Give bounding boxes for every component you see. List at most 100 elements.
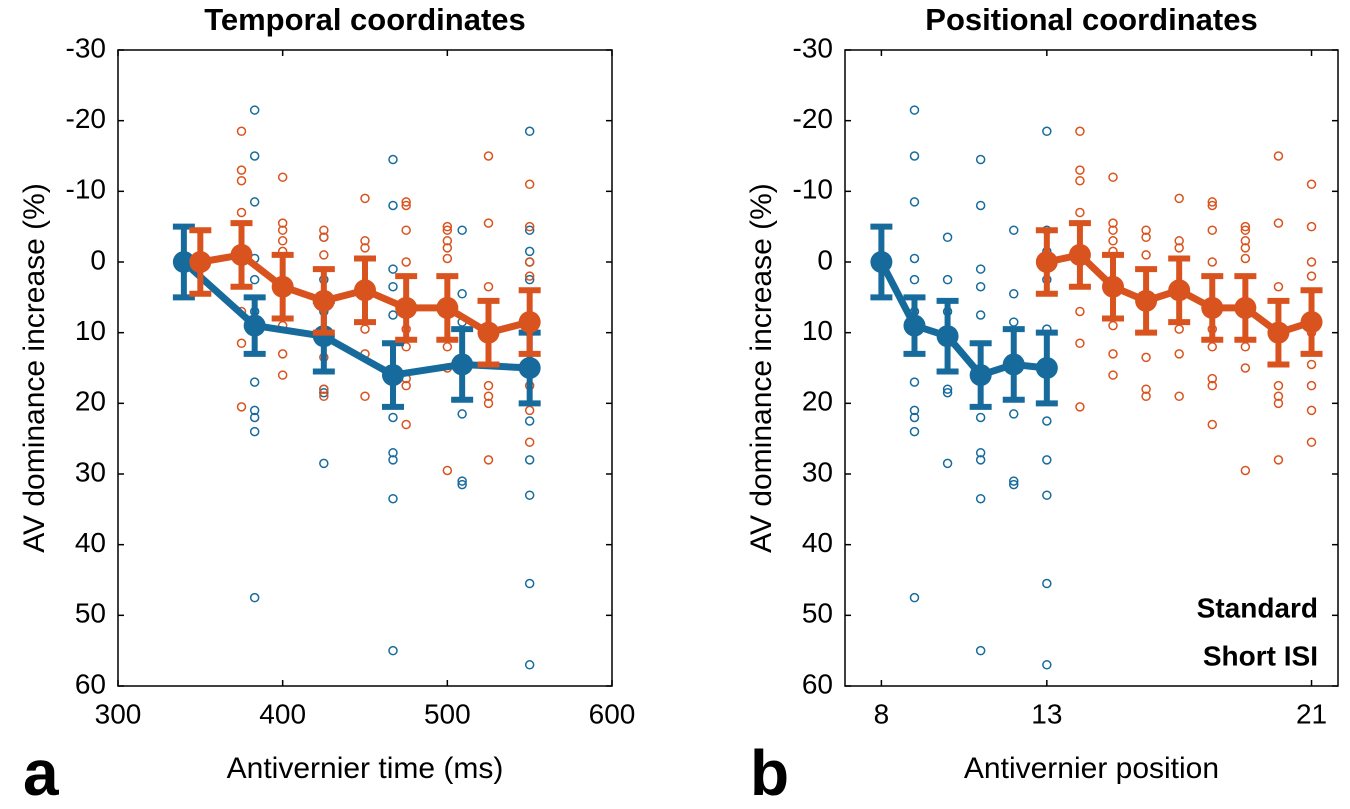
data-dot [1108,349,1118,359]
y-tick-label: 60 [75,668,106,699]
data-dot [1075,306,1085,317]
data-dot [1008,317,1019,327]
data-dot [277,236,288,246]
data-dot [524,257,535,267]
data-dot [1108,320,1118,331]
data-dot [975,448,986,458]
data-dot [1207,225,1218,235]
x-tick-label: 21 [1296,698,1327,729]
data-dot [388,493,398,504]
data-dot [401,257,411,267]
data-dot [457,289,467,299]
data-dot [249,151,260,161]
data-dot [442,342,453,352]
data-dot [1306,380,1317,391]
data-dot [360,324,370,334]
data-dot [1207,200,1218,211]
data-dot [249,592,260,603]
mean-marker [1002,353,1025,376]
x-tick-label: 300 [95,698,142,729]
y-tick-label: 30 [75,456,106,487]
mean-marker [1102,275,1125,298]
mean-marker [969,364,992,387]
data-dot [319,232,329,243]
data-dot [975,200,986,211]
mean-marker [312,289,335,312]
data-dot [1306,221,1317,232]
data-dot [1273,281,1284,292]
data-dot [1108,236,1118,246]
data-dot [249,426,260,437]
data-dot [388,200,398,211]
data-dot [524,126,535,137]
data-dot [319,391,329,402]
data-dot [1306,359,1317,370]
data-dot [319,387,329,398]
data-dot [909,377,920,387]
data-dot [1273,455,1284,465]
data-dot [909,253,920,264]
data-dot [249,197,260,207]
data-dot [1174,236,1184,246]
x-tick-label: 8 [874,698,890,729]
data-dot [236,338,247,349]
data-dot [1141,225,1151,235]
data-dot [1207,373,1218,384]
data-dot [1042,660,1052,670]
data-dot [1075,175,1085,186]
data-dot [1306,437,1317,447]
mean-marker [436,296,459,319]
data-dot [483,391,494,402]
data-dot [442,243,453,253]
y-axis-label: AV dominance increase (%) [745,183,778,553]
data-dot [524,246,535,257]
data-dot [524,578,535,589]
data-dot [1075,126,1085,137]
mean-marker [243,314,266,337]
data-dot [249,377,260,387]
data-dot [401,380,411,391]
mean-marker [870,251,893,273]
data-dot [1174,324,1184,334]
data-dot [909,151,920,161]
mean-marker [354,279,376,302]
data-dot [277,349,288,359]
data-dot [249,274,260,285]
data-dot [236,402,247,412]
data-dot [1008,476,1019,486]
data-dot [277,218,288,228]
data-dot [1306,271,1317,281]
data-dot [1108,370,1118,380]
data-dot [249,105,260,115]
data-dot [1306,405,1317,416]
panel-label: a [23,737,59,809]
data-dot [388,281,398,292]
y-tick-label: 20 [802,386,833,417]
plot-frame [844,49,1339,687]
data-dot [1042,126,1052,137]
data-dot [1075,402,1085,412]
data-dot [1141,232,1151,243]
data-dot [909,105,920,115]
data-dot [401,200,411,211]
data-dot [524,274,535,285]
data-dot [236,207,247,218]
data-dot [442,253,453,264]
y-tick-label: 0 [90,244,106,275]
data-dot [975,455,986,465]
mean-marker [903,314,926,337]
data-dot [909,197,920,207]
y-tick-label: 0 [817,244,833,275]
data-dot [909,274,920,285]
data-dot [483,380,494,391]
data-dot [1207,197,1218,207]
y-tick-label: 10 [75,315,106,346]
data-dot [1075,165,1085,175]
data-dot [401,419,411,430]
mean-marker [172,251,195,273]
data-dot [1008,479,1019,490]
data-dot [1108,225,1118,235]
data-dot [1008,409,1019,419]
